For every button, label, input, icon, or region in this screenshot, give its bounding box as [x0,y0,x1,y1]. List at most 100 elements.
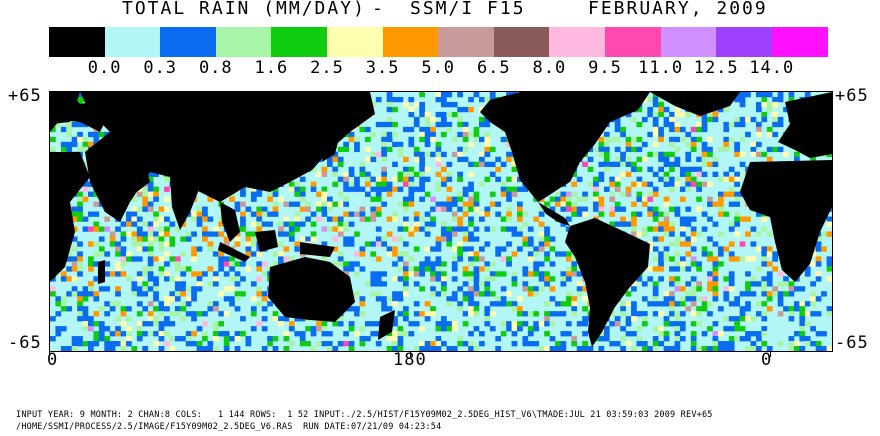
rain-cell [441,116,447,123]
rain-cell [457,341,464,347]
rain-cell [810,326,817,332]
rain-cell [717,196,724,202]
rain-cell [636,276,643,282]
rain-cell [641,341,648,347]
rain-cell [815,261,822,267]
rain-cell [473,286,480,292]
rain-cell [332,201,339,207]
colorbar-swatch [327,27,384,57]
rain-cell [343,261,349,267]
rain-cell [701,306,708,312]
rain-cell [142,266,149,272]
rain-cell [256,221,263,227]
rain-cell [500,331,507,337]
rain-cell [77,201,83,207]
rain-cell [413,226,420,232]
rain-cell [332,216,339,222]
rain-cell [392,131,398,138]
rain-cell [457,246,464,252]
rain-cell [745,346,751,351]
rain-cell [479,121,485,128]
rain-cell [565,271,572,277]
rain-cell [381,301,387,307]
rain-cell [88,261,94,267]
rain-cell [435,181,442,187]
rain-cell [723,296,730,302]
rain-cell [288,231,295,237]
rain-cell [625,316,632,322]
rain-cell [77,241,83,247]
rain-cell [728,346,735,351]
rain-cell [707,281,713,287]
rain-rate-colorbar [49,27,828,57]
rain-cell [707,276,713,282]
rain-cell [506,186,512,192]
rain-cell [533,291,540,297]
rain-cell [299,196,306,202]
rain-cell [462,211,469,217]
rain-cell [375,191,382,197]
rain-cell [413,266,420,272]
rain-cell [755,311,762,317]
rain-cell [196,271,203,277]
rain-cell [218,216,225,222]
rain-cell [506,156,512,163]
rain-cell [321,341,328,347]
rain-cell [82,316,89,322]
rain-cell [538,221,545,227]
rain-cell [696,186,702,192]
rain-cell [777,96,784,103]
rain-cell [348,221,355,227]
rain-cell [598,336,605,342]
rain-cell [479,151,485,158]
rain-cell [60,346,67,351]
rain-cell [663,216,670,222]
rain-cell [153,306,159,312]
rain-cell [669,221,675,227]
rain-cell [495,296,502,302]
rain-cell [462,186,469,192]
rain-cell [370,271,377,277]
rain-cell [777,121,784,128]
rain-cell [641,116,648,123]
rain-cell [636,156,643,163]
rain-cell [701,331,708,337]
rain-cell [674,311,681,317]
colorbar-tick-label: 2.5 [310,58,344,78]
rain-cell [788,92,795,98]
rain-cell [109,346,116,351]
map-title: TOTAL RAIN (MM/DAY) - SSM/I F15 FEBRUARY… [0,0,880,22]
rain-cell [609,136,616,143]
rain-cell [402,126,409,133]
rain-cell [598,151,605,158]
rain-cell [321,241,328,247]
rain-cell [126,276,132,282]
rain-cell [658,151,664,158]
rain-cell [717,191,724,197]
rain-cell [593,176,599,182]
rain-cell [728,286,735,292]
rain-cell [435,246,442,252]
rain-cell [321,201,328,207]
rain-cell [468,131,474,138]
rain-cell [717,261,724,267]
rain-cell [669,166,675,172]
rain-cell [256,206,263,212]
rain-cell [571,201,578,207]
rain-cell [641,346,648,351]
rain-cell [147,266,154,272]
rain-cell [207,266,214,272]
rain-cell [565,301,572,307]
rain-cell [164,321,170,327]
rain-cell [147,241,154,247]
rain-cell [321,171,328,177]
rain-cell [473,136,480,143]
rain-cell [446,206,453,212]
rain-cell [446,161,453,168]
rain-cell [375,121,382,128]
rain-cell [506,141,512,148]
rain-cell [500,271,507,277]
rain-cell [402,286,409,292]
rain-cell [402,101,409,108]
rain-cell [256,301,263,307]
